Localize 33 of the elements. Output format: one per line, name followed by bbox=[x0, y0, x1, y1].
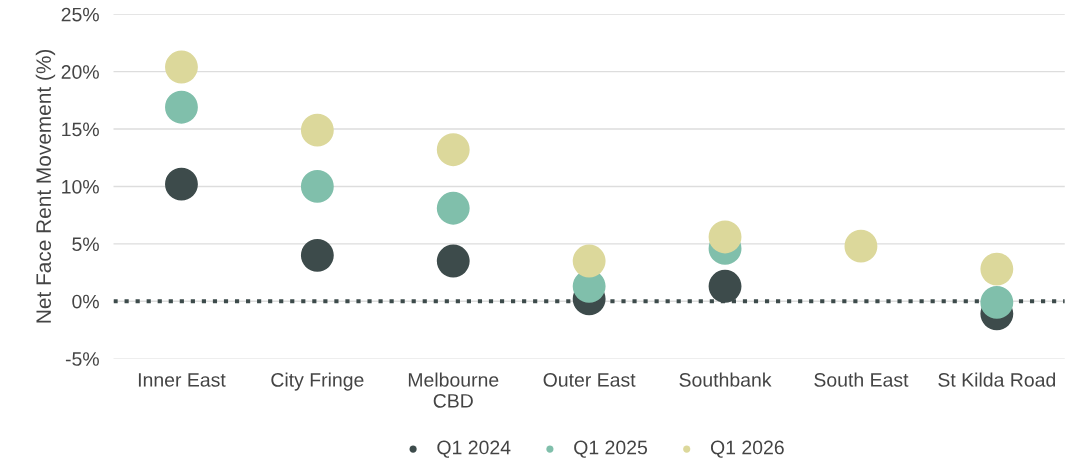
point bbox=[844, 229, 878, 263]
y-tick-label: 25% bbox=[61, 7, 99, 22]
y-tick-label: 20% bbox=[61, 65, 99, 79]
point bbox=[300, 238, 334, 272]
x-tick-label: City Fringe bbox=[271, 372, 364, 391]
y-axis-title: Net Face Rent Movement (%) bbox=[35, 49, 56, 323]
y-tick-label: 15% bbox=[62, 122, 99, 137]
point bbox=[165, 167, 198, 201]
x-tick-label: Southbank bbox=[679, 372, 772, 387]
legend-label: Q1 2026 bbox=[710, 440, 784, 458]
legend-label: Q1 2024 bbox=[437, 440, 511, 458]
point bbox=[572, 244, 606, 278]
point bbox=[708, 220, 742, 254]
x-tick-label: St Kilda Road bbox=[938, 372, 1056, 387]
y-tick-label: 5% bbox=[72, 237, 99, 252]
point bbox=[300, 113, 334, 147]
point bbox=[165, 90, 198, 124]
x-tick-label: Outer East bbox=[543, 373, 636, 387]
point bbox=[436, 244, 470, 278]
point bbox=[165, 50, 198, 84]
y-tick-label: -5% bbox=[65, 352, 99, 366]
x-tick-label: Melbourne CBD bbox=[408, 372, 499, 408]
point bbox=[980, 252, 1014, 286]
x-tick-label: South East bbox=[814, 372, 909, 387]
point bbox=[300, 170, 334, 203]
x-tick-label: Inner East bbox=[138, 373, 226, 387]
y-tick-label: 10% bbox=[62, 179, 99, 194]
legend-label: Q1 2025 bbox=[574, 440, 648, 458]
point bbox=[436, 191, 470, 225]
point bbox=[980, 285, 1014, 319]
point bbox=[436, 133, 470, 167]
point bbox=[708, 269, 742, 303]
y-tick-label: 0% bbox=[72, 294, 99, 309]
